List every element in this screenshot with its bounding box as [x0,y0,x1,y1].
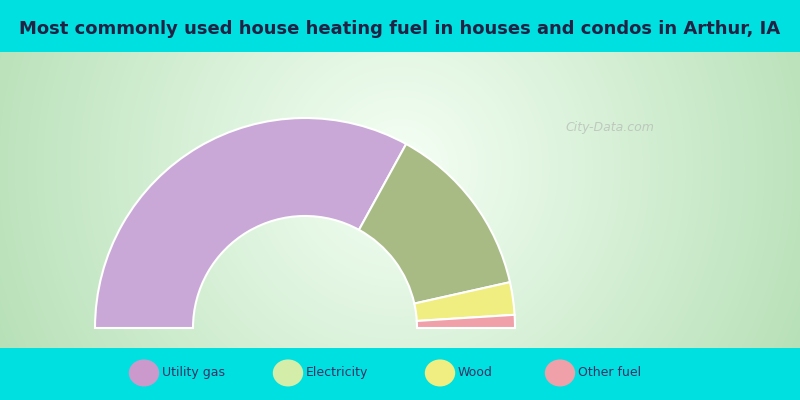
Text: Electricity: Electricity [306,366,368,380]
Wedge shape [95,118,406,328]
Ellipse shape [545,360,575,386]
Text: Other fuel: Other fuel [578,366,641,380]
Wedge shape [359,144,510,304]
Wedge shape [417,315,515,328]
Text: Utility gas: Utility gas [162,366,225,380]
Text: Most commonly used house heating fuel in houses and condos in Arthur, IA: Most commonly used house heating fuel in… [19,20,781,38]
Ellipse shape [273,360,303,386]
Wedge shape [414,282,514,321]
Ellipse shape [129,360,159,386]
Text: City-Data.com: City-Data.com [566,122,654,134]
Ellipse shape [425,360,455,386]
Text: Wood: Wood [458,366,493,380]
